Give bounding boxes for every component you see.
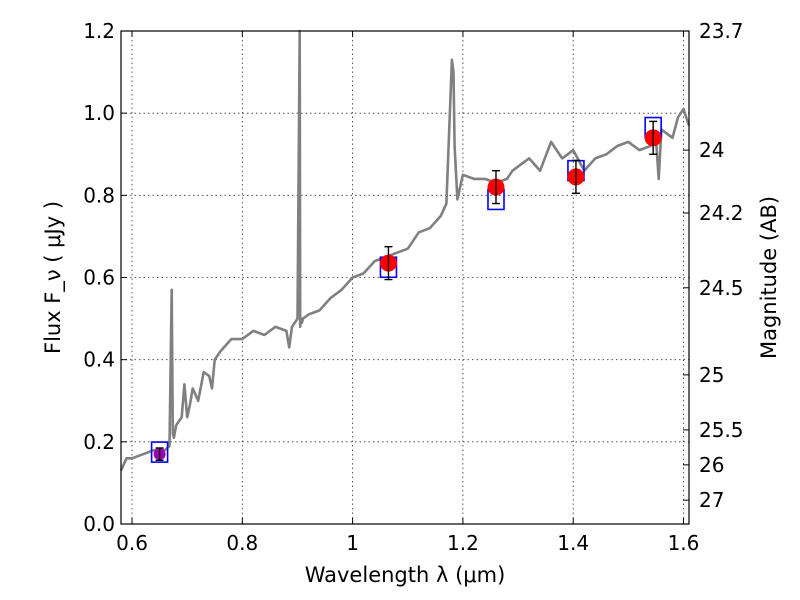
right-tick-label: 24.5	[699, 276, 744, 300]
y-tick-label: 0.4	[83, 348, 115, 372]
x-axis-label: Wavelength λ (μm)	[305, 563, 506, 587]
grid	[121, 31, 689, 524]
x-tick-label: 1.2	[447, 531, 479, 555]
x-tick-label: 0.6	[116, 531, 148, 555]
x-tick-label: 0.8	[226, 531, 258, 555]
right-tick-label: 25.5	[699, 418, 744, 442]
axis-ticks: 0.6 0.8 1 1.2 1.4 1.6 0.0 0.2 0.4 0.6 0.8 1.0 1.2 23.…	[83, 19, 743, 555]
right-tick-label: 23.7	[699, 19, 744, 43]
right-y-axis-label: Magnitude (AB)	[757, 196, 781, 359]
y-tick-label: 0.8	[83, 183, 115, 207]
model-photometry-layer	[150, 116, 662, 463]
y-tick-label: 1.0	[83, 101, 115, 125]
y-tick-label: 1.2	[83, 19, 115, 43]
y-axis-label: Flux F_ν ( μJy )	[41, 201, 66, 354]
right-tick-label: 24.2	[699, 201, 744, 225]
x-tick-label: 1.4	[557, 531, 589, 555]
right-tick-label: 24	[699, 138, 724, 162]
right-tick-label: 27	[699, 488, 724, 512]
spectrum-layer	[119, 29, 691, 472]
x-tick-label: 1.6	[668, 531, 700, 555]
observed-photometry-layer	[153, 120, 662, 462]
right-tick-label: 26	[699, 453, 724, 477]
x-tick-label: 1	[346, 531, 359, 555]
model-spectrum-line	[119, 29, 691, 472]
model-photometry-box	[150, 441, 169, 463]
y-tick-label: 0.2	[83, 430, 115, 454]
y-tick-label: 0.0	[83, 512, 115, 536]
y-tick-label: 0.6	[83, 266, 115, 290]
right-tick-label: 25	[699, 363, 724, 387]
